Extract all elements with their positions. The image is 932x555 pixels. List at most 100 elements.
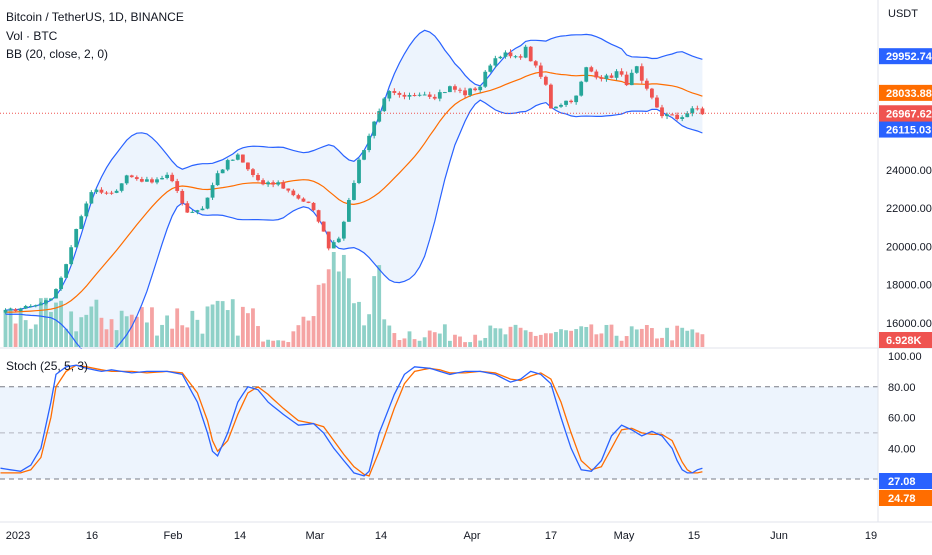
candle-body: [13, 309, 18, 312]
volume-bar: [220, 301, 225, 347]
volume-bar: [463, 342, 467, 347]
time-tick-label[interactable]: 14: [375, 530, 387, 542]
volume-tag-label: 6.928K: [886, 335, 922, 347]
candle-body: [523, 46, 528, 58]
volume-bar: [316, 284, 321, 347]
candle-body: [79, 216, 84, 230]
volume-bar: [195, 319, 200, 347]
candle-body: [665, 114, 669, 117]
volume-bar: [69, 311, 74, 347]
candle-body: [609, 75, 614, 78]
stoch-legend[interactable]: Stoch (25, 5, 3): [6, 359, 88, 373]
candle-body: [215, 173, 220, 186]
candle-body: [644, 80, 649, 89]
candle-body: [685, 113, 690, 118]
candle-body: [549, 84, 553, 109]
candle-body: [650, 88, 654, 98]
time-tick-label[interactable]: May: [614, 530, 635, 542]
time-tick-label[interactable]: 2023: [6, 530, 30, 542]
candle-body: [8, 309, 13, 311]
time-tick-label[interactable]: 17: [545, 530, 557, 542]
candle-body: [458, 89, 462, 91]
stochastic-pane[interactable]: [0, 349, 878, 521]
time-tick-label[interactable]: Feb: [164, 530, 183, 542]
candle-body: [251, 169, 255, 176]
candle-body: [49, 298, 53, 301]
price-tick-label: 22000.00: [886, 203, 932, 215]
candle-body: [94, 189, 99, 193]
volume-tag-bg: [879, 332, 932, 348]
volume-bar: [109, 319, 114, 347]
volume-bar: [685, 330, 690, 347]
volume-bar: [422, 337, 427, 347]
volume-bar: [336, 271, 341, 347]
candle-body: [564, 100, 568, 105]
volume-bar: [574, 329, 579, 347]
volume-bar: [44, 297, 48, 347]
volume-bar: [331, 252, 336, 347]
candle-body: [675, 114, 680, 119]
volume-bar: [276, 340, 281, 347]
candles: [3, 44, 705, 314]
candle-body: [538, 65, 543, 77]
volume-bar: [453, 334, 457, 347]
candle-body: [74, 229, 79, 248]
volume-bar: [94, 299, 99, 347]
volume-bar: [397, 340, 402, 347]
time-tick-label[interactable]: 15: [688, 530, 700, 542]
candle-body: [660, 107, 664, 117]
candle-body: [392, 91, 397, 93]
candle-body: [569, 100, 573, 103]
volume-bar: [38, 298, 43, 347]
candle-body: [377, 111, 382, 122]
time-tick-label[interactable]: 16: [86, 530, 98, 542]
candle-body: [589, 67, 594, 72]
stoch-axis-ticks: 100.00 80.00 60.00 40.00: [888, 351, 922, 455]
volume-bar: [528, 331, 533, 347]
volume-bar: [134, 316, 139, 347]
symbol-legend[interactable]: Bitcoin / TetherUS, 1D, BINANCE: [6, 10, 184, 24]
candle-body: [321, 221, 326, 232]
time-axis-ticks[interactable]: 2023 16 Feb 14 Mar 14 Apr 17 May 15 Jun 19: [6, 530, 877, 542]
volume-bar: [175, 308, 180, 347]
time-tick-label[interactable]: Apr: [463, 530, 480, 542]
candle-body: [448, 86, 452, 93]
candle-body: [170, 174, 175, 182]
volume-bar: [341, 254, 346, 347]
candle-body: [599, 77, 604, 79]
candle-body: [185, 203, 190, 213]
volume-bar: [104, 329, 109, 347]
volume-bar: [210, 304, 215, 347]
time-tick-label[interactable]: Mar: [306, 530, 325, 542]
time-tick-label[interactable]: 14: [234, 530, 246, 542]
volume-bar: [64, 328, 68, 347]
candle-body: [89, 192, 94, 204]
stoch-tick-label: 80.00: [888, 382, 916, 394]
bollinger-legend[interactable]: BB (20, close, 2, 0): [6, 47, 108, 61]
volume-bar: [432, 332, 437, 347]
volume-bars: [3, 252, 705, 347]
candle-body: [180, 190, 185, 204]
candle-body: [594, 71, 599, 78]
stoch-k-line: [0, 364, 703, 477]
candle-body: [503, 52, 508, 57]
volume-bar: [306, 320, 311, 347]
candle-body: [114, 190, 119, 193]
volume-bar: [624, 336, 629, 347]
time-tick-label[interactable]: Jun: [770, 530, 788, 542]
time-tick-label[interactable]: 19: [865, 530, 877, 542]
volume-legend[interactable]: Vol · BTC: [6, 29, 58, 43]
volume-bar: [230, 299, 235, 347]
volume-bar: [498, 328, 503, 347]
candle-body: [134, 177, 139, 180]
volume-bar: [392, 333, 397, 347]
candle-body: [554, 106, 558, 109]
candle-body: [119, 183, 124, 191]
candle-body: [417, 94, 422, 96]
volume-bar: [240, 306, 245, 347]
candle-body: [296, 195, 301, 199]
candle-body: [200, 208, 205, 211]
volume-bar: [347, 278, 351, 347]
volume-bar: [8, 307, 13, 347]
volume-bar: [680, 327, 685, 347]
